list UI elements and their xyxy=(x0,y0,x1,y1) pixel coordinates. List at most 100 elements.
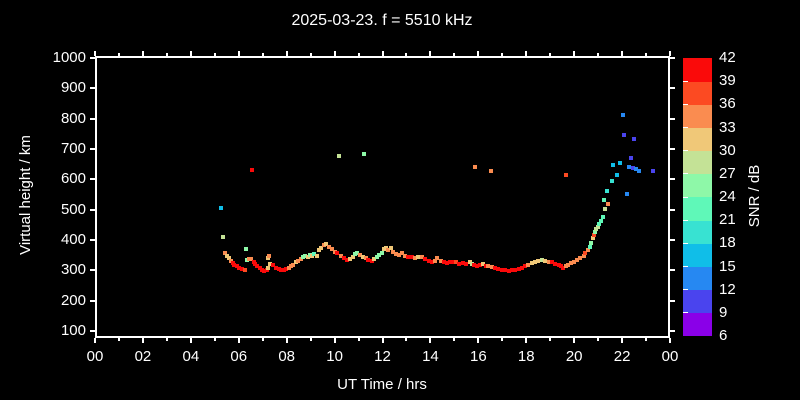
data-point xyxy=(609,179,614,184)
y-tick xyxy=(670,208,675,211)
data-point xyxy=(355,250,360,255)
data-point xyxy=(312,252,317,257)
data-point xyxy=(276,266,281,271)
data-point xyxy=(288,264,293,269)
data-point xyxy=(450,259,455,264)
colorbar-tick-label: 9 xyxy=(719,303,728,321)
colorbar-segment xyxy=(683,220,712,244)
data-point xyxy=(342,256,347,261)
data-point xyxy=(624,191,629,196)
x-tick xyxy=(381,338,384,343)
data-point xyxy=(464,261,469,266)
data-point xyxy=(484,263,488,268)
data-point xyxy=(296,258,301,263)
x-tick xyxy=(285,51,288,56)
data-point xyxy=(444,261,449,266)
data-point xyxy=(457,261,462,266)
data-point xyxy=(603,207,608,212)
data-point xyxy=(633,167,638,172)
colorbar-notch xyxy=(683,173,688,175)
data-point xyxy=(350,254,355,259)
x-tick xyxy=(309,53,312,56)
x-tick xyxy=(357,338,360,341)
x-tick-label: 18 xyxy=(517,348,535,365)
data-point xyxy=(242,267,247,272)
data-point xyxy=(489,168,494,173)
data-point xyxy=(335,251,340,256)
x-tick-label: 16 xyxy=(469,348,487,365)
y-axis-title: Virtual height / km xyxy=(17,135,34,255)
data-point xyxy=(622,132,627,137)
data-point xyxy=(481,261,486,266)
data-point xyxy=(369,258,374,263)
colorbar-tick-label: 36 xyxy=(719,95,736,113)
data-point xyxy=(519,266,524,271)
data-point xyxy=(553,261,558,266)
data-point xyxy=(556,262,561,267)
data-point xyxy=(251,259,256,264)
data-point xyxy=(308,253,313,258)
data-point xyxy=(632,136,637,141)
colorbar-segment xyxy=(683,173,712,198)
data-point xyxy=(593,229,598,234)
data-point xyxy=(595,224,600,229)
y-tick xyxy=(90,208,95,211)
data-point xyxy=(423,257,428,262)
y-tick xyxy=(90,87,95,90)
y-tick xyxy=(90,239,95,241)
x-tick xyxy=(94,51,96,56)
y-tick xyxy=(670,87,675,90)
data-point xyxy=(244,247,249,252)
data-point xyxy=(536,258,541,263)
data-point xyxy=(469,261,474,266)
x-tick-label: 14 xyxy=(422,348,439,365)
data-point xyxy=(605,201,610,206)
data-point xyxy=(344,258,349,263)
data-point xyxy=(406,255,411,260)
x-tick xyxy=(261,53,264,56)
y-tick-label: 300 xyxy=(60,261,86,279)
colorbar-tick-label: 6 xyxy=(719,327,728,344)
data-point xyxy=(379,250,384,255)
colorbar-segment xyxy=(683,104,712,128)
data-point xyxy=(278,267,283,272)
data-point xyxy=(416,255,421,260)
data-point xyxy=(265,256,270,261)
colorbar-segment xyxy=(683,150,712,175)
data-point xyxy=(262,268,267,273)
data-point xyxy=(489,264,494,269)
x-tick xyxy=(285,338,288,343)
data-point xyxy=(384,245,389,250)
x-tick xyxy=(189,51,192,56)
colorbar-notch xyxy=(683,150,688,152)
data-point xyxy=(391,249,396,254)
y-tick-label: 400 xyxy=(60,231,86,248)
data-point xyxy=(363,256,368,261)
data-point xyxy=(249,168,254,173)
data-point xyxy=(337,154,342,159)
data-point xyxy=(587,244,592,249)
x-tick xyxy=(405,53,408,56)
y-tick-label: 200 xyxy=(60,291,86,309)
data-point xyxy=(388,246,393,251)
data-point xyxy=(338,254,343,259)
x-tick xyxy=(333,51,336,56)
colorbar-tick-label: 21 xyxy=(719,211,736,229)
data-point xyxy=(318,245,323,250)
data-point xyxy=(393,252,398,257)
data-point xyxy=(566,262,571,267)
colorbar-tick-label: 12 xyxy=(719,280,736,298)
y-tick xyxy=(670,57,675,59)
data-point xyxy=(572,259,577,264)
x-tick xyxy=(645,338,648,341)
y-tick xyxy=(90,330,95,332)
x-tick xyxy=(501,338,504,341)
data-point xyxy=(314,253,319,258)
data-point xyxy=(506,268,511,273)
data-point xyxy=(257,266,262,271)
y-tick xyxy=(670,299,675,302)
colorbar-tick-label: 24 xyxy=(719,188,736,205)
data-point xyxy=(399,251,404,256)
colorbar-notch xyxy=(683,127,688,128)
y-tick xyxy=(670,330,675,332)
